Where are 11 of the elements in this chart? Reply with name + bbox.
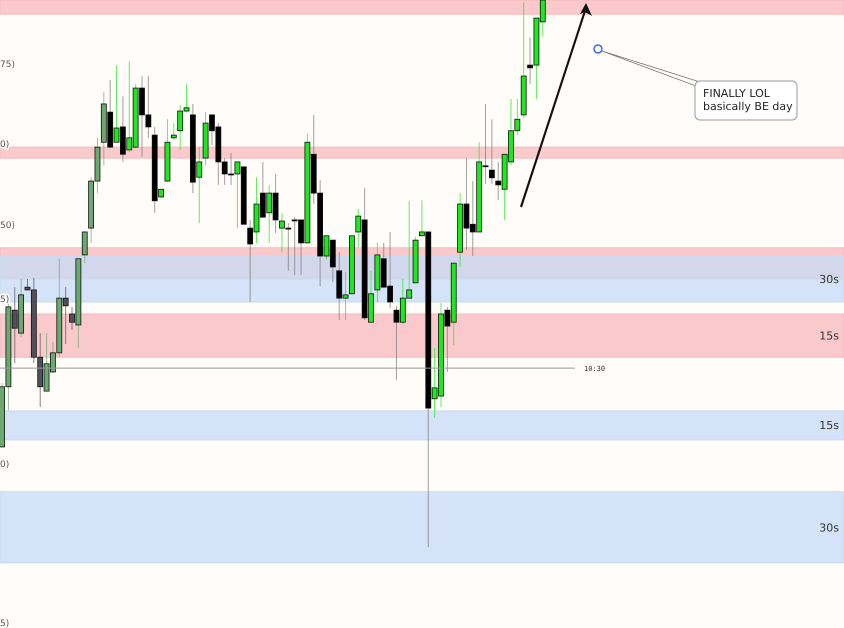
annotation: 75)	[0, 60, 15, 70]
annotation: 50)	[0, 221, 15, 231]
band-label: 30s	[819, 521, 840, 534]
text: FINALLY LOL basically BE day	[703, 87, 794, 113]
text: 5)	[0, 619, 10, 628]
annotation: 0)	[0, 140, 10, 150]
band-label: 30s	[819, 272, 840, 286]
band-label: 15s	[819, 419, 840, 432]
annotation: 5)	[0, 295, 10, 305]
annotation: 0)	[0, 460, 10, 470]
band-label: 15s	[819, 330, 840, 343]
